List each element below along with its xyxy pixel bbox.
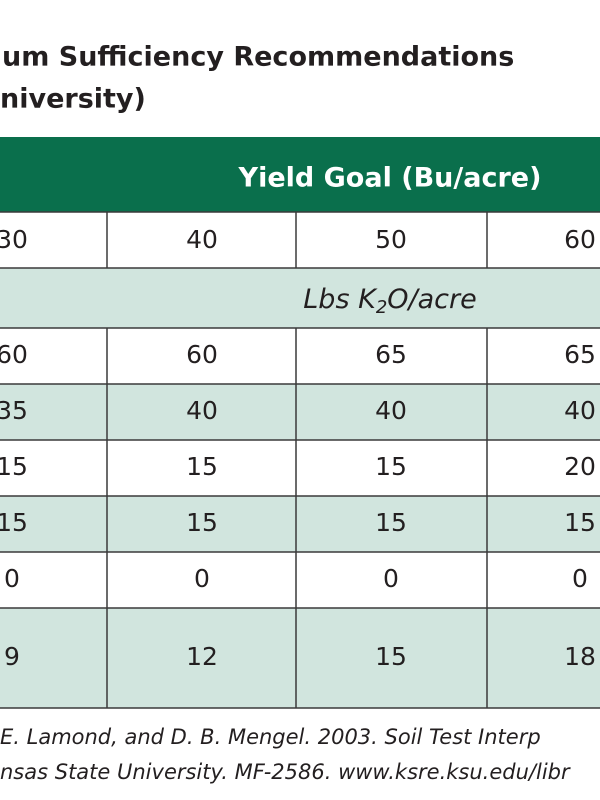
cell: 12 <box>186 642 218 671</box>
cell: 15 <box>375 642 407 671</box>
cell: 18 <box>564 642 596 671</box>
cell: 0 <box>4 564 20 593</box>
row-shade <box>0 384 600 440</box>
cell: 65 <box>564 340 596 369</box>
cell: 15 <box>186 452 218 481</box>
cell: 0 <box>572 564 588 593</box>
cell: 65 <box>375 340 407 369</box>
column-header: 50 <box>375 225 407 254</box>
source-line: E. Lamond, and D. B. Mengel. 2003. Soil … <box>0 725 541 749</box>
cell: 15 <box>0 452 28 481</box>
column-header: 60 <box>564 225 596 254</box>
unit-sub: 2 <box>376 297 387 318</box>
cell: 60 <box>0 340 28 369</box>
group-header: Yield Goal (Bu/acre) <box>238 163 542 194</box>
cell: 20 <box>564 452 596 481</box>
row-shade <box>0 496 600 552</box>
cell: 40 <box>375 396 407 425</box>
cell: 40 <box>564 396 596 425</box>
unit-tail: O/acre <box>387 284 476 315</box>
cell: 0 <box>194 564 210 593</box>
cell: 9 <box>4 642 20 671</box>
column-header: 30 <box>0 225 28 254</box>
unit-label: Lbs K2O/acre <box>303 284 476 319</box>
cell: 60 <box>186 340 218 369</box>
cell: 35 <box>0 396 28 425</box>
column-header: 40 <box>186 225 218 254</box>
cell: 15 <box>0 508 28 537</box>
cell: 0 <box>383 564 399 593</box>
cell: 40 <box>186 396 218 425</box>
cell: 15 <box>375 452 407 481</box>
title-line: niversity) <box>0 84 146 115</box>
header-band <box>0 137 600 212</box>
source-line: nsas State University. MF-2586. www.ksre… <box>0 760 571 784</box>
unit-text: Lbs K <box>303 284 378 315</box>
cell: 15 <box>186 508 218 537</box>
title-line: um Sufficiency Recommendations <box>2 42 514 73</box>
cell: 15 <box>564 508 596 537</box>
cell: 15 <box>375 508 407 537</box>
row-shade <box>0 608 600 708</box>
unit-band <box>0 268 600 328</box>
